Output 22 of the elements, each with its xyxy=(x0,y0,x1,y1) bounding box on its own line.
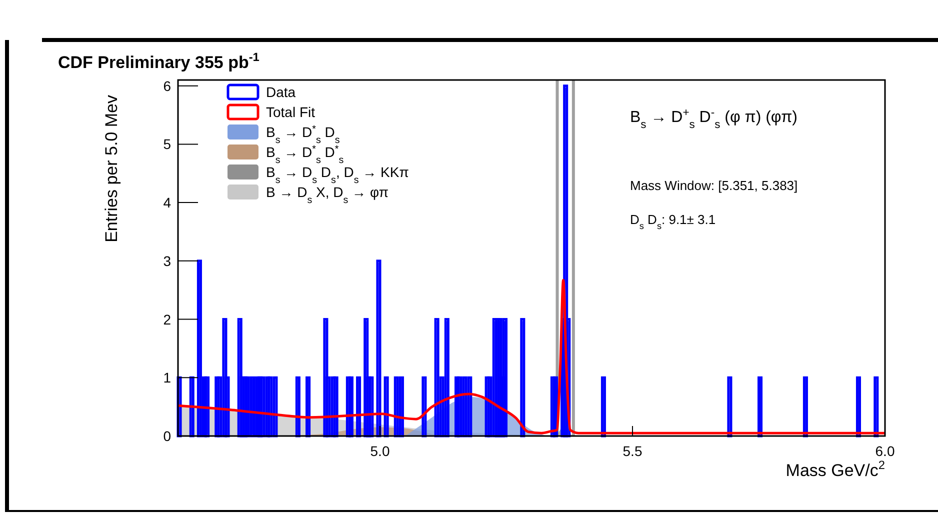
y-tick-label: 1 xyxy=(163,370,172,386)
annotation: D$_{s}$ D$_{s}$: 9.1± 3.1 xyxy=(630,212,716,231)
legend-label: B$_{s}$ → D$^{*}$$_{s}$ D$_{s}$ xyxy=(266,124,340,146)
y-tick-label: 6 xyxy=(163,78,172,94)
x-tick-label: 6.0 xyxy=(875,443,895,459)
legend-label: Total Fit xyxy=(266,104,316,120)
legend-label: Data xyxy=(266,84,296,100)
y-tick-label: 0 xyxy=(163,428,172,444)
y-tick-label: 4 xyxy=(163,194,172,211)
text: B$_{s}$ → D$^{+}$$_{s}$ D$^{-}$$_{s}$ (φ π) (φπ) xyxy=(630,107,798,131)
y-axis-title: Entries per 5.0 Mev xyxy=(102,94,121,242)
text: B$_{s}$ → D$_{s}$ D$_{s}$, D$_{s}$ → KKπ xyxy=(266,164,409,186)
annotation: Mass Window: [5.351, 5.383] xyxy=(630,178,798,193)
line-series xyxy=(176,278,886,434)
legend-label: B → D$_{s}$ X, D$_{s}$ → φπ xyxy=(266,184,389,206)
y-tick-label: 5 xyxy=(163,136,172,152)
y-tick-label: 2 xyxy=(163,311,172,328)
y-tick-label: 3 xyxy=(163,252,172,269)
x-tick-label: 5.0 xyxy=(370,443,390,459)
x-tick-label: 5.5 xyxy=(622,443,642,459)
chart-title: CDF Preliminary 355 pb$^{-1}$ xyxy=(58,50,260,72)
x-axis-title: Mass GeV/c$^{2}$ xyxy=(786,458,886,480)
